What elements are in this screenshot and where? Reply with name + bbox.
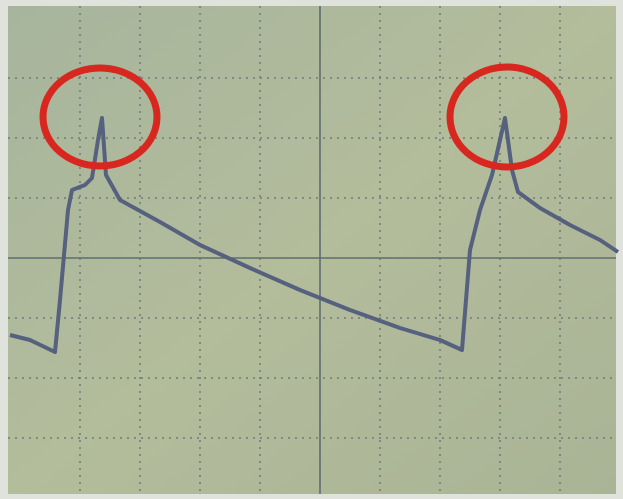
page bbox=[0, 0, 623, 499]
screen bbox=[8, 6, 616, 494]
oscilloscope-photo bbox=[0, 0, 623, 499]
